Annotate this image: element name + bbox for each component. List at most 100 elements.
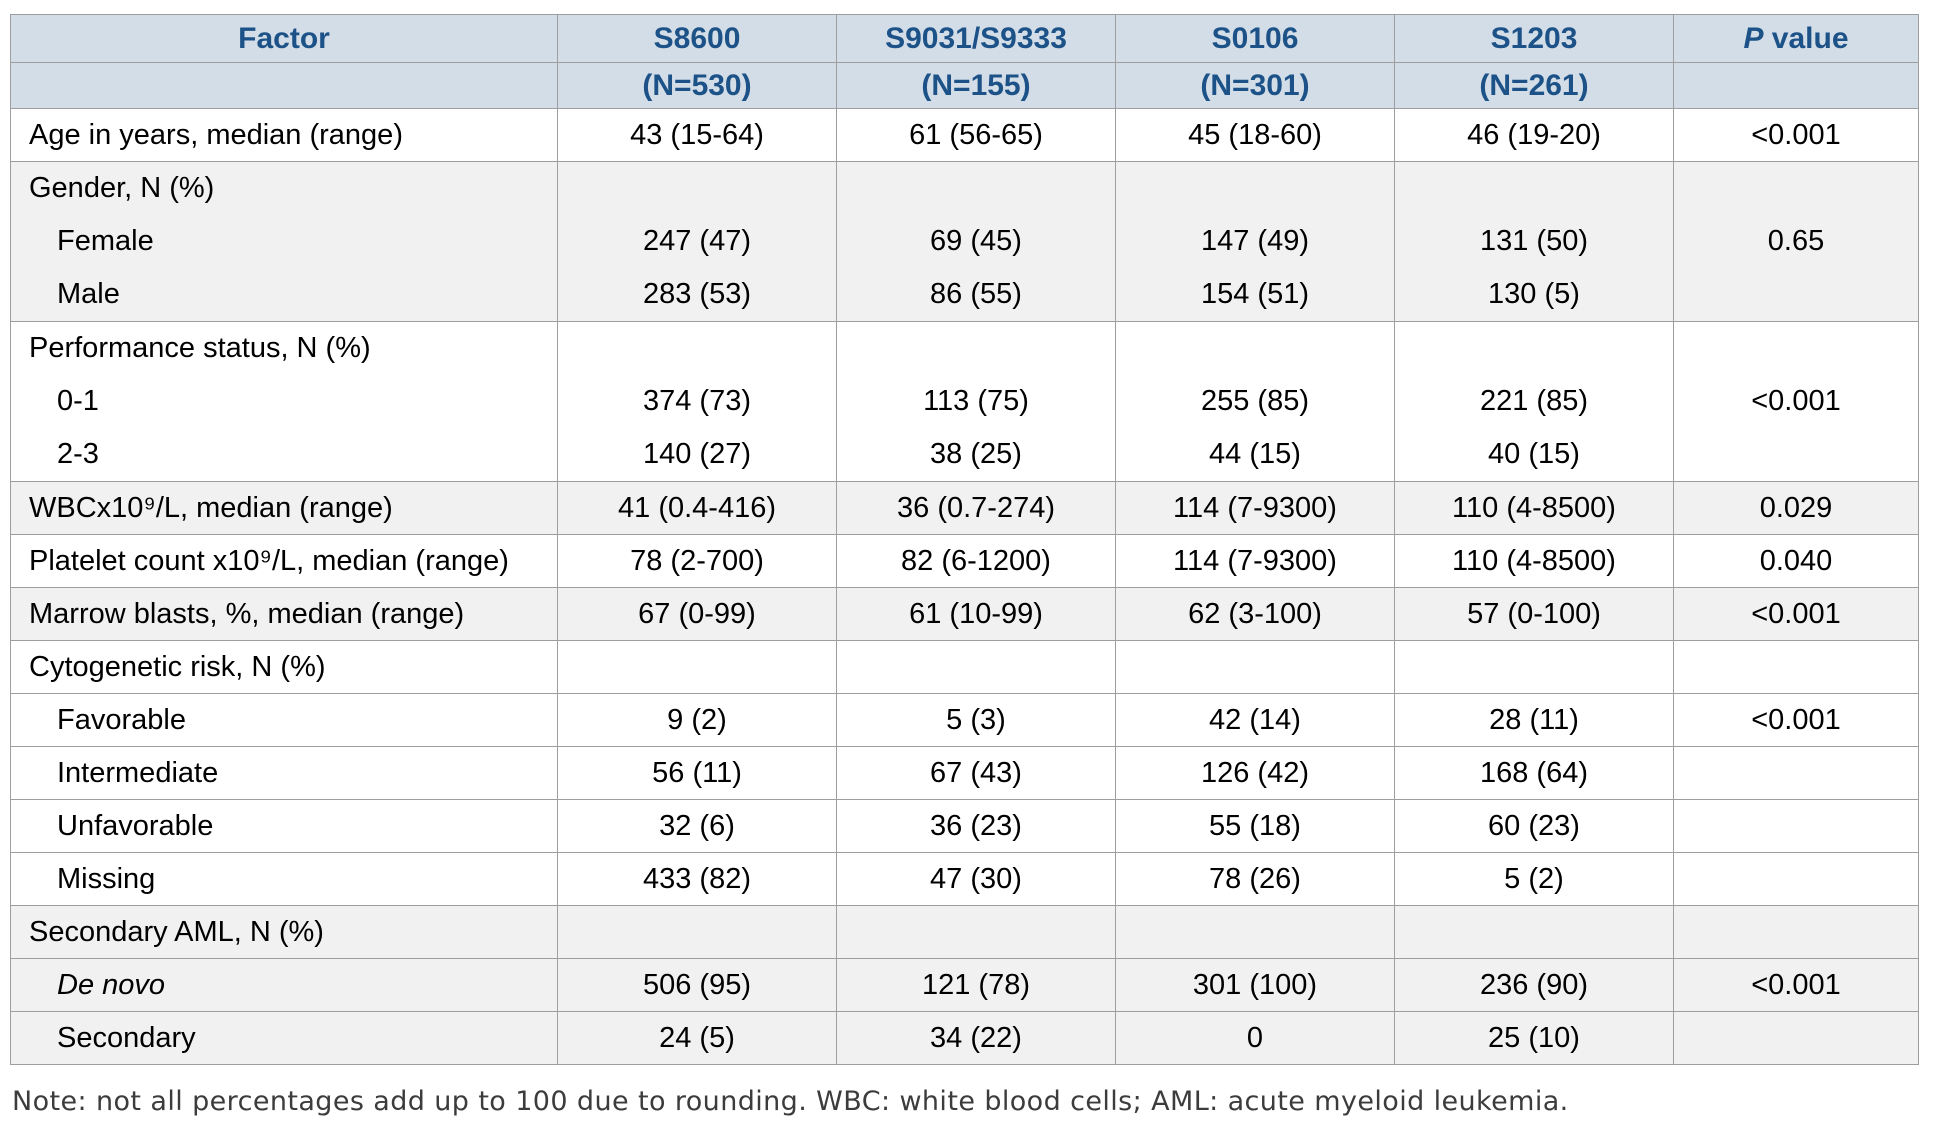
cell: 32 (6) [557,799,837,853]
cell: 374 (73) [642,385,751,417]
cell: 126 (42) [1115,746,1395,800]
row-group-performance: Performance status, N (%) 0-1 2-3 374 (7… [10,321,1919,482]
cell: 506 (95) [557,958,837,1012]
p-cell: <0.001 [1673,958,1919,1012]
cell: 61 (10-99) [836,587,1116,641]
cell: 41 (0.4-416) [557,481,837,535]
cell: 147 (49) [1200,225,1309,257]
cell [836,905,1116,959]
header-n-s8600: (N=530) [557,62,837,109]
sub-label: 2-3 [57,438,99,470]
cell: 247 (47) [642,225,751,257]
cell: 55 (18) [1115,799,1395,853]
sub-label: Female [57,225,154,257]
cell: 283 (53) [642,278,751,310]
header-empty-p [1673,62,1919,109]
cell: 44 (15) [1209,438,1301,470]
cell: 5 (3) [836,693,1116,747]
cell: 5 (2) [1394,852,1674,906]
group-cell: 131 (50) 130 (5) [1394,161,1674,322]
p-cell [1673,852,1919,906]
header-n-s0106: (N=301) [1115,62,1395,109]
cell: 67 (0-99) [557,587,837,641]
cell: 140 (27) [642,438,751,470]
cell: 113 (75) [923,385,1029,417]
cell: 69 (45) [930,225,1022,257]
cell: 61 (56-65) [836,108,1116,162]
cell: 34 (22) [836,1011,1116,1065]
cell: 114 (7-9300) [1115,534,1395,588]
cell: 221 (85) [1479,385,1588,417]
group-cell: 147 (49) 154 (51) [1115,161,1395,322]
group-label: Gender, N (%) [29,172,215,204]
group-cell: 374 (73) 140 (27) [557,321,837,482]
sub-label: Favorable [10,693,558,747]
cell: 25 (10) [1394,1011,1674,1065]
cell: 40 (15) [1488,438,1580,470]
cell: 130 (5) [1488,278,1580,310]
cell: 57 (0-100) [1394,587,1674,641]
cell: 78 (2-700) [557,534,837,588]
cell [557,640,837,694]
row-label: Age in years, median (range) [10,108,558,162]
cell [1394,640,1674,694]
group-cell: 247 (47) 283 (53) [557,161,837,322]
cell: 36 (0.7-274) [836,481,1116,535]
cell [557,905,837,959]
cell [1394,905,1674,959]
factor-group-cell: Performance status, N (%) 0-1 2-3 [10,321,558,482]
header-s1203: S1203 [1394,14,1674,63]
row-cytogenetic-missing: Missing 433 (82) 47 (30) 78 (26) 5 (2) [10,852,1919,906]
row-age: Age in years, median (range) 43 (15-64) … [10,108,1919,162]
p-cell [1673,746,1919,800]
cell: 131 (50) [1479,225,1588,257]
cell: 62 (3-100) [1115,587,1395,641]
row-de-novo: De novo 506 (95) 121 (78) 301 (100) 236 … [10,958,1919,1012]
sub-label: Secondary [10,1011,558,1065]
group-p-cell: <0.001 [1673,321,1919,482]
header-empty-factor [10,62,558,109]
cell: 24 (5) [557,1011,837,1065]
cell: 45 (18-60) [1115,108,1395,162]
cell: 9 (2) [557,693,837,747]
cell [836,640,1116,694]
cell: 121 (78) [836,958,1116,1012]
sub-label: Intermediate [10,746,558,800]
sub-label: De novo [10,958,558,1012]
row-secondary-aml-header: Secondary AML, N (%) [10,905,1919,959]
sub-label: Missing [10,852,558,906]
p-cell: 0.040 [1673,534,1919,588]
cell: 301 (100) [1115,958,1395,1012]
group-cell: 113 (75) 38 (25) [836,321,1116,482]
cell: 168 (64) [1394,746,1674,800]
cell: 82 (6-1200) [836,534,1116,588]
header-p-value: P value [1673,14,1919,63]
sub-label: Male [57,278,120,310]
cell: 0 [1115,1011,1395,1065]
p-cell [1673,799,1919,853]
cell: 43 (15-64) [557,108,837,162]
p-cell: <0.001 [1673,693,1919,747]
header-factor: Factor [10,14,558,63]
sub-label: 0-1 [57,385,99,417]
row-label: Marrow blasts, %, median (range) [10,587,558,641]
group-p-cell: 0.65 [1673,161,1919,322]
header-n-s9031: (N=155) [836,62,1116,109]
group-label: Cytogenetic risk, N (%) [10,640,558,694]
header-row-studies: Factor S8600 S9031/S9333 S0106 S1203 P v… [10,14,1919,63]
cell: 154 (51) [1200,278,1309,310]
cell: 60 (23) [1394,799,1674,853]
p-cell: <0.001 [1673,587,1919,641]
row-cytogenetic-unfavorable: Unfavorable 32 (6) 36 (23) 55 (18) 60 (2… [10,799,1919,853]
header-s9031-s9333: S9031/S9333 [836,14,1116,63]
footnote: Note: not all percentages add up to 100 … [12,1086,1569,1117]
cell [1115,640,1395,694]
p-value-italic-p: P [1743,21,1764,55]
cell: 38 (25) [930,438,1022,470]
row-cytogenetic-header: Cytogenetic risk, N (%) [10,640,1919,694]
header-s0106: S0106 [1115,14,1395,63]
cell: 56 (11) [557,746,837,800]
group-cell: 69 (45) 86 (55) [836,161,1116,322]
row-group-gender: Gender, N (%) Female Male 247 (47) 283 (… [10,161,1919,322]
cell: 36 (23) [836,799,1116,853]
